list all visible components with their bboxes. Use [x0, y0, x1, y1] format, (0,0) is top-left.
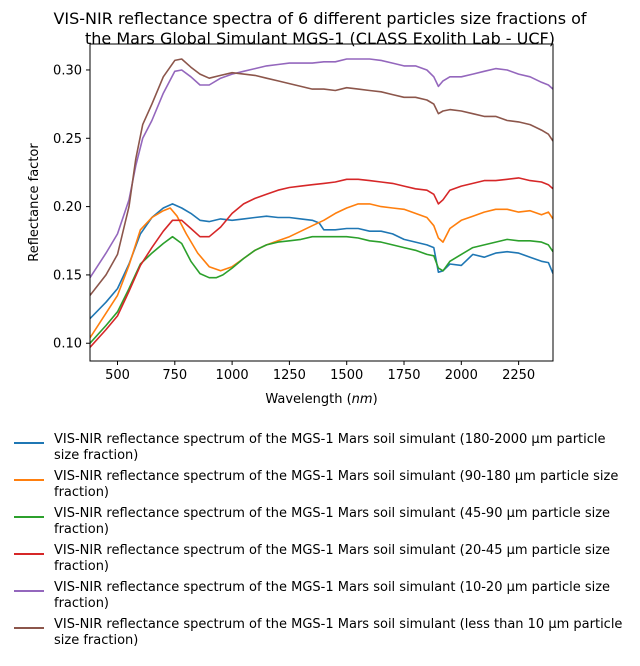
x-tick-label: 750 [162, 368, 187, 383]
y-tick-label: 0.30 [53, 63, 82, 78]
series-line-3 [90, 235, 553, 344]
legend-label: VIS-NIR reflectance spectrum of the MGS-… [54, 432, 606, 463]
chart-title-line: the Mars Global Simulant MGS-1 (CLASS Ex… [85, 29, 555, 48]
legend-item: VIS-NIR reflectance spectrum of the MGS-… [14, 469, 634, 506]
x-axis-label: Wavelength (nm) [265, 392, 377, 407]
legend-item: VIS-NIR reflectance spectrum of the MGS-… [14, 543, 634, 580]
chart-title: VIS-NIR reflectance spectra of 6 differe… [53, 9, 586, 48]
series-line-1 [90, 203, 553, 320]
series-line-5 [90, 58, 553, 279]
legend-label: VIS-NIR reflectance spectrum of the MGS-… [54, 543, 611, 574]
legend-swatch [14, 590, 44, 592]
y-tick-label: 0.25 [53, 132, 82, 147]
y-axis-label: Reflectance factor [27, 143, 42, 262]
plot-frame [89, 43, 554, 362]
x-tick-label: 2250 [502, 368, 535, 383]
chart-title-line: VIS-NIR reflectance spectra of 6 differe… [53, 9, 586, 28]
series-line-4 [90, 177, 553, 348]
legend-swatch [14, 479, 44, 481]
x-axis: 500 750 1000 1250 1500 1750 2000 2250 [105, 361, 535, 383]
x-tick-label: 1000 [216, 368, 249, 383]
plot-lines [90, 58, 553, 348]
legend-label: VIS-NIR reflectance spectrum of the MGS-… [54, 469, 619, 500]
legend-label: VIS-NIR reflectance spectrum of the MGS-… [54, 617, 623, 648]
legend-item: VIS-NIR reflectance spectrum of the MGS-… [14, 506, 634, 543]
y-axis: 0.10 0.15 0.20 0.25 0.30 [53, 63, 90, 352]
y-tick-label: 0.10 [53, 337, 82, 352]
chart: VIS-NIR reflectance spectra of 6 differe… [27, 9, 587, 407]
y-tick-label: 0.15 [53, 268, 82, 283]
legend-swatch [14, 627, 44, 629]
legend-swatch [14, 516, 44, 518]
x-tick-label: 1750 [387, 368, 420, 383]
legend-label: VIS-NIR reflectance spectrum of the MGS-… [54, 506, 611, 537]
legend-item: VIS-NIR reflectance spectrum of the MGS-… [14, 580, 634, 617]
legend-swatch [14, 553, 44, 555]
x-tick-label: 1250 [273, 368, 306, 383]
legend-item: VIS-NIR reflectance spectrum of the MGS-… [14, 617, 634, 654]
x-tick-label: 2000 [445, 368, 478, 383]
legend-swatch [14, 442, 44, 444]
legend-item: VIS-NIR reflectance spectrum of the MGS-… [14, 432, 634, 469]
x-tick-label: 1500 [330, 368, 363, 383]
y-tick-label: 0.20 [53, 200, 82, 215]
x-tick-label: 500 [105, 368, 130, 383]
series-line-2 [90, 203, 553, 339]
series-line-6 [90, 58, 553, 296]
legend-label: VIS-NIR reflectance spectrum of the MGS-… [54, 580, 611, 611]
legend: VIS-NIR reflectance spectrum of the MGS-… [14, 432, 634, 654]
